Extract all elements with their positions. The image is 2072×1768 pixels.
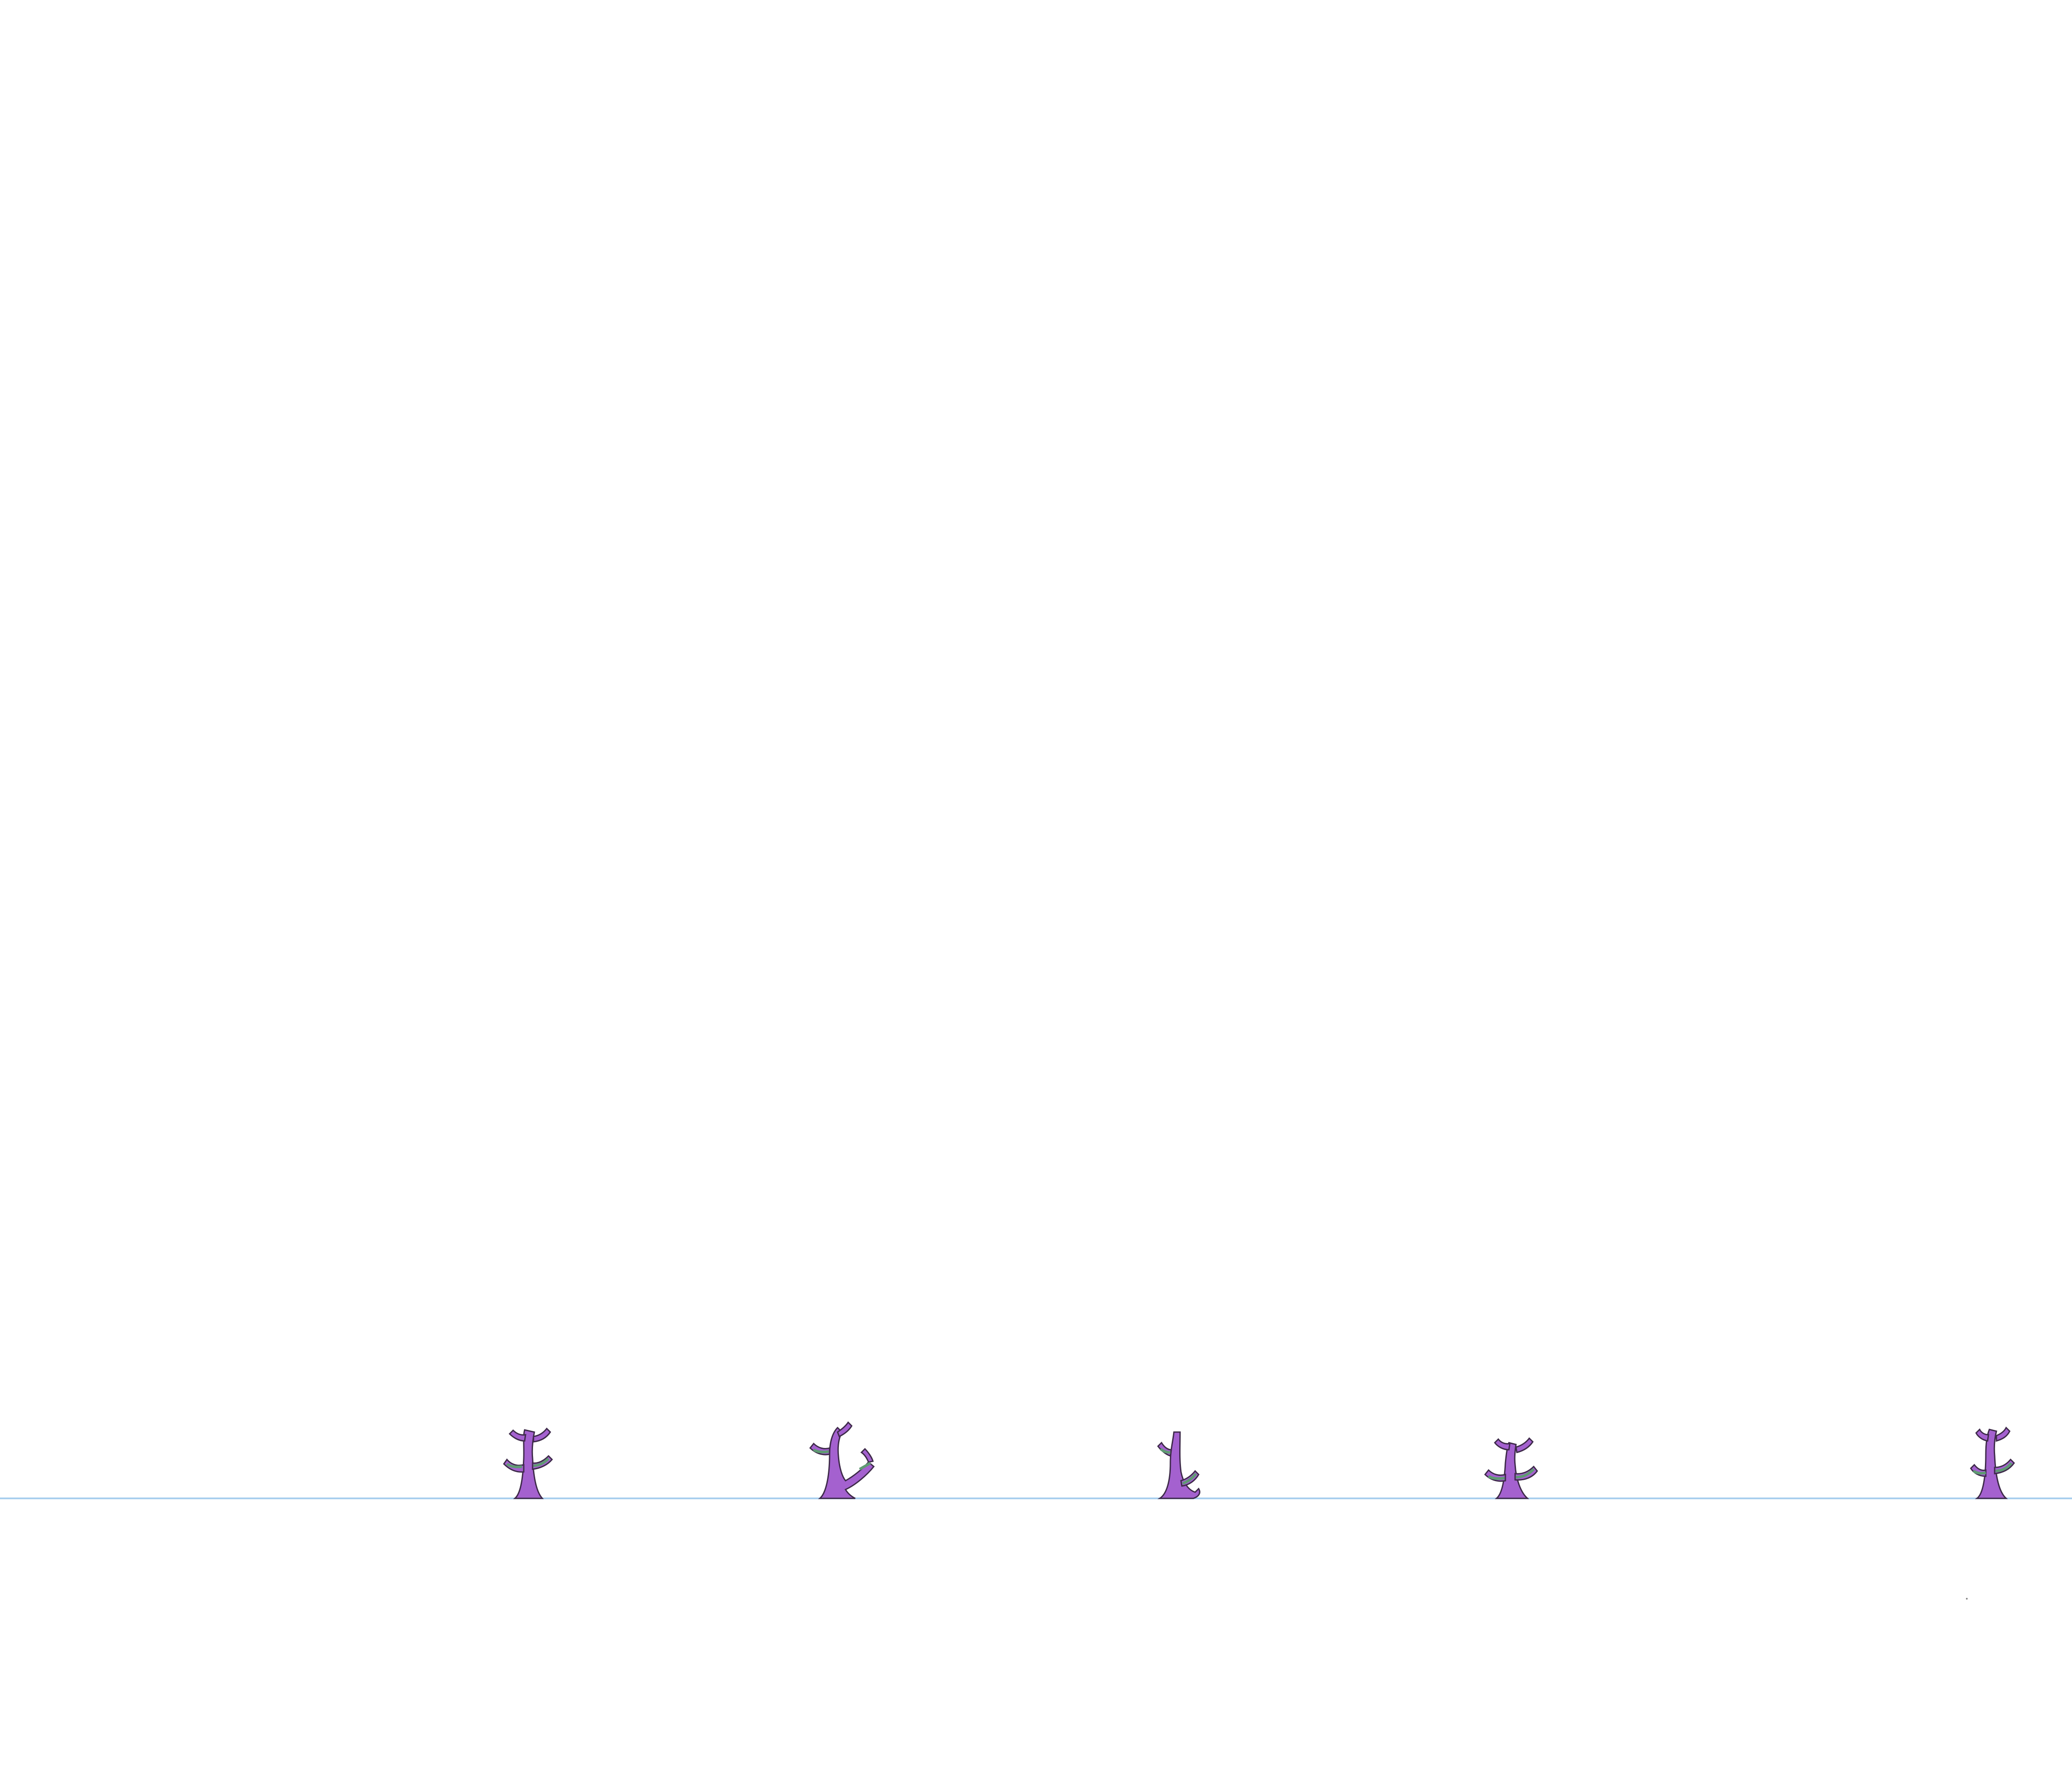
plant-obstacle-2: [809, 1421, 875, 1499]
plant-obstacle-5: [1970, 1427, 2015, 1499]
ground-speck: [1966, 1598, 1968, 1600]
plant-obstacle-1: [503, 1428, 553, 1499]
plant-obstacle-4: [1484, 1437, 1538, 1499]
plant-obstacle-3: [1157, 1431, 1200, 1499]
